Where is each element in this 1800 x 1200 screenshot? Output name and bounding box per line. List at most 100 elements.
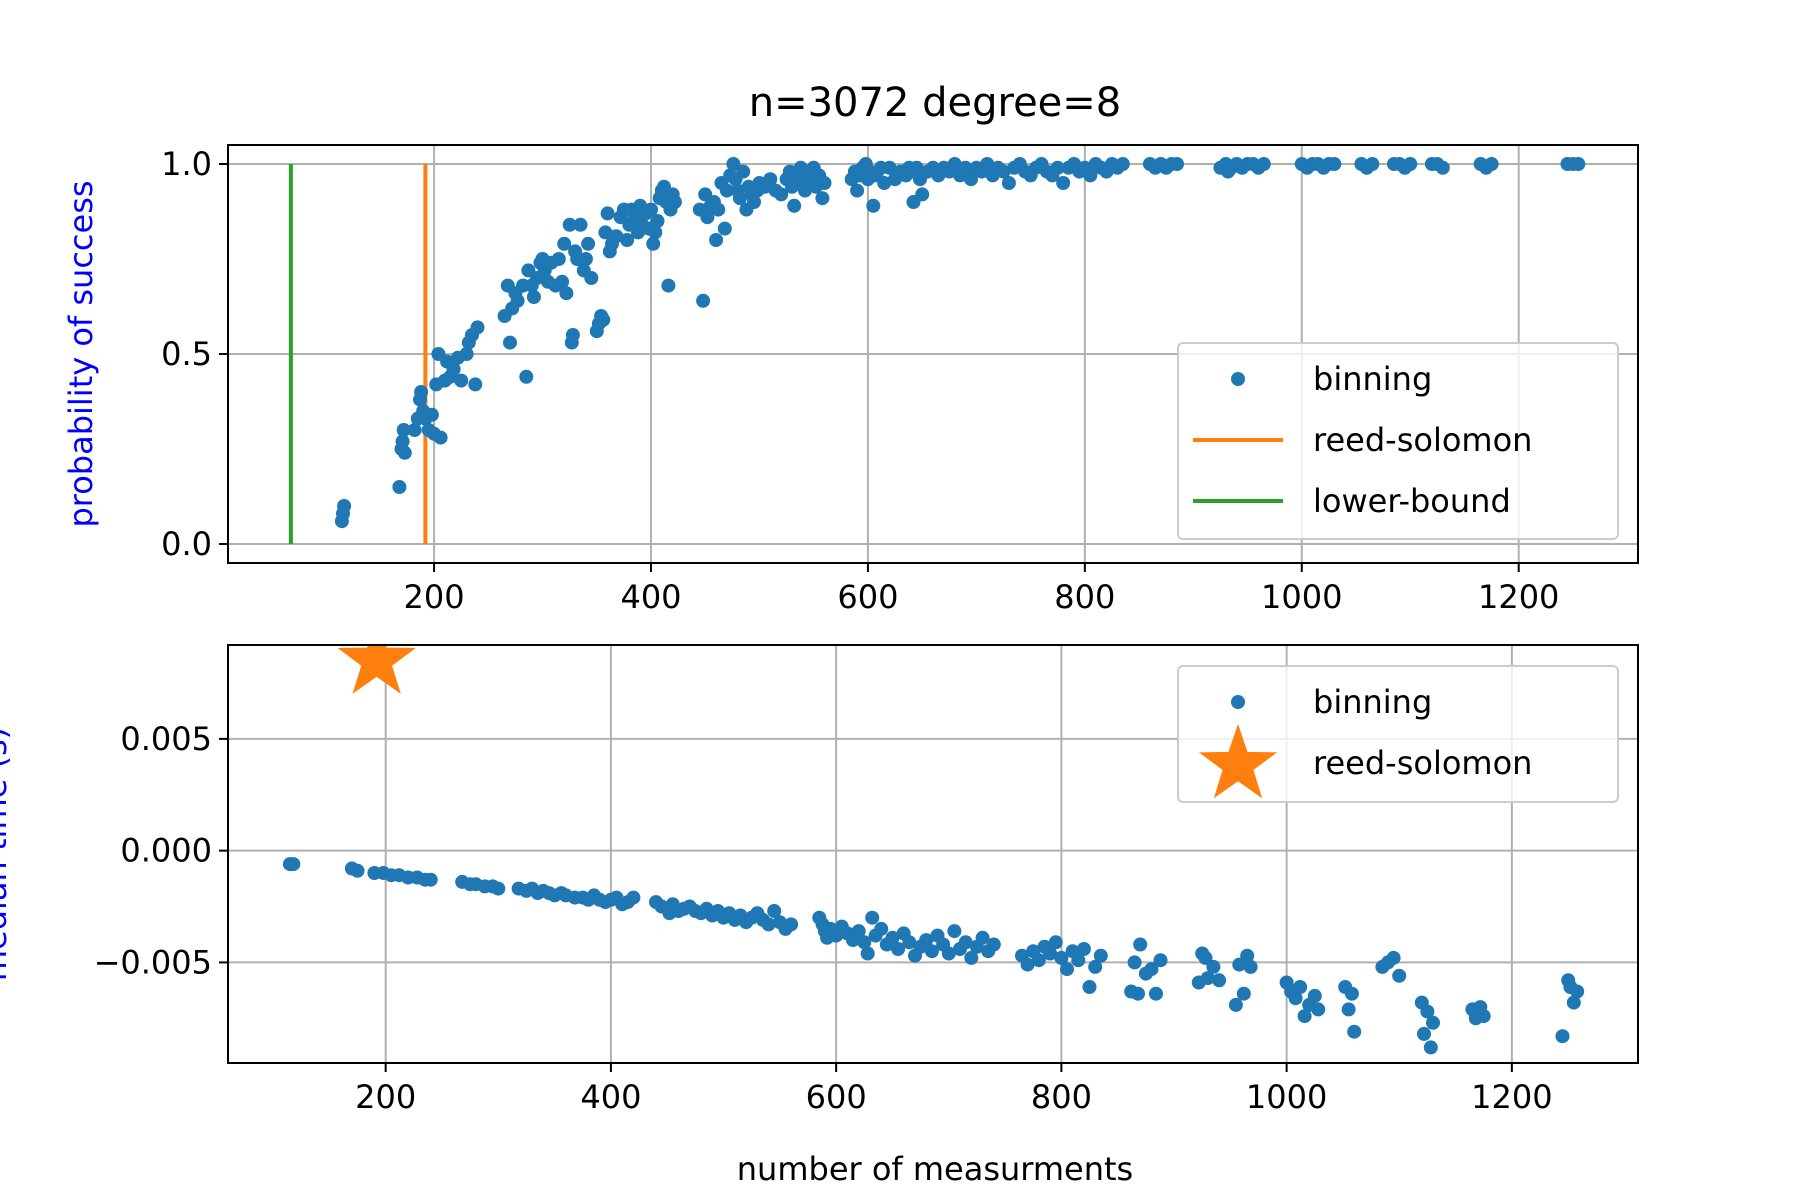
- binning-point: [491, 881, 506, 896]
- binning-point: [1571, 157, 1586, 171]
- binning-point: [1566, 995, 1581, 1010]
- binning-point: [396, 423, 411, 437]
- legend-marker: [1231, 372, 1245, 386]
- binning-point: [454, 373, 469, 388]
- x-tick-label: 200: [404, 578, 465, 616]
- binning-point: [1243, 959, 1258, 974]
- binning-point: [726, 157, 741, 171]
- binning-point: [947, 924, 962, 939]
- legend: binning reed-solomon lower-bound: [1177, 342, 1619, 540]
- binning-point: [975, 930, 990, 945]
- binning-point: [1484, 157, 1499, 171]
- binning-point: [1212, 973, 1227, 988]
- binning-point: [1570, 984, 1585, 999]
- binning-point: [667, 195, 682, 209]
- legend-marker: [1231, 695, 1245, 709]
- binning-point: [1170, 157, 1184, 171]
- binning-point: [1031, 953, 1046, 968]
- binning-point: [909, 160, 924, 175]
- binning-point: [395, 434, 410, 449]
- legend-label: reed-solomon: [1313, 744, 1532, 782]
- binning-point: [350, 863, 365, 878]
- binning-point: [650, 214, 665, 228]
- binning-point: [717, 221, 732, 236]
- x-tick-label: 400: [580, 1078, 641, 1116]
- binning-point: [609, 229, 624, 244]
- binning-point: [885, 930, 900, 945]
- binning-point: [736, 164, 751, 179]
- binning-point: [1476, 1009, 1491, 1024]
- binning-point: [1088, 959, 1103, 974]
- binning-point: [947, 157, 962, 171]
- binning-point: [767, 904, 782, 918]
- binning-point: [1392, 968, 1407, 983]
- binning-point: [877, 176, 892, 190]
- binning-point: [1297, 1009, 1312, 1024]
- binning-point: [964, 172, 978, 187]
- binning-point: [503, 335, 517, 350]
- binning-point: [1386, 950, 1401, 965]
- binning-point: [1082, 980, 1097, 994]
- x-tick-label: 600: [837, 578, 898, 616]
- binning-point: [1435, 160, 1450, 175]
- x-tick-label: 200: [355, 1078, 416, 1116]
- binning-point: [1403, 157, 1418, 171]
- legend-label: reed-solomon: [1313, 421, 1532, 459]
- binning-point: [1093, 948, 1108, 963]
- binning-point: [1076, 942, 1091, 956]
- legend-label: binning: [1313, 683, 1432, 721]
- binning-point: [774, 187, 789, 202]
- binning-point: [1133, 937, 1148, 952]
- legend-box: [1177, 665, 1619, 803]
- binning-point: [1115, 157, 1130, 171]
- binning-point: [648, 225, 663, 240]
- legend-label: lower-bound: [1313, 482, 1511, 520]
- binning-point: [874, 921, 889, 936]
- figure-title: n=3072 degree=8: [749, 80, 1122, 126]
- binning-point: [711, 202, 726, 217]
- y-tick-label: 1.0: [161, 145, 212, 183]
- binning-point: [980, 157, 995, 171]
- binning-point: [573, 217, 588, 232]
- binning-point: [851, 924, 866, 939]
- legend-label: binning: [1313, 360, 1432, 398]
- binning-point: [557, 236, 572, 251]
- binning-point: [696, 293, 711, 308]
- binning-point: [1327, 157, 1342, 171]
- binning-point: [1417, 1026, 1431, 1041]
- legend-box: [1177, 342, 1619, 540]
- binning-point: [1256, 157, 1271, 171]
- binning-point: [941, 946, 956, 961]
- x-tick-label: 1200: [1471, 1078, 1552, 1116]
- binning-point: [433, 430, 448, 445]
- binning-point: [555, 274, 570, 289]
- binning-point: [459, 347, 474, 361]
- x-tick-label: 1200: [1478, 578, 1559, 616]
- binning-point: [1426, 1015, 1440, 1030]
- binning-point: [423, 872, 438, 887]
- binning-point: [562, 217, 577, 232]
- binning-point: [1131, 986, 1145, 1001]
- binning-point: [551, 252, 566, 266]
- binning-point: [1127, 955, 1142, 970]
- binning-point: [1060, 962, 1074, 977]
- y-tick-label: 0.000: [120, 832, 212, 870]
- top-subplot: 200 400 600 800 1000 1200 0.0 0.5 1.0 probability…: [62, 144, 1639, 616]
- binning-point: [1200, 971, 1215, 986]
- binning-point: [784, 917, 799, 932]
- binning-point: [915, 187, 930, 202]
- binning-point: [598, 225, 613, 240]
- binning-point: [661, 278, 676, 293]
- binning-point: [600, 206, 615, 221]
- binning-point: [1341, 1002, 1356, 1017]
- binning-point: [785, 179, 799, 194]
- y-tick-label: 0.0: [161, 525, 212, 563]
- binning-point: [1423, 1040, 1438, 1055]
- binning-point: [1288, 991, 1303, 1006]
- binning-point: [1083, 168, 1098, 183]
- binning-point: [763, 172, 778, 187]
- binning-point: [510, 293, 525, 308]
- legend-star: [1198, 723, 1278, 799]
- binning-point: [407, 423, 422, 437]
- x-tick-label: 800: [1054, 578, 1115, 616]
